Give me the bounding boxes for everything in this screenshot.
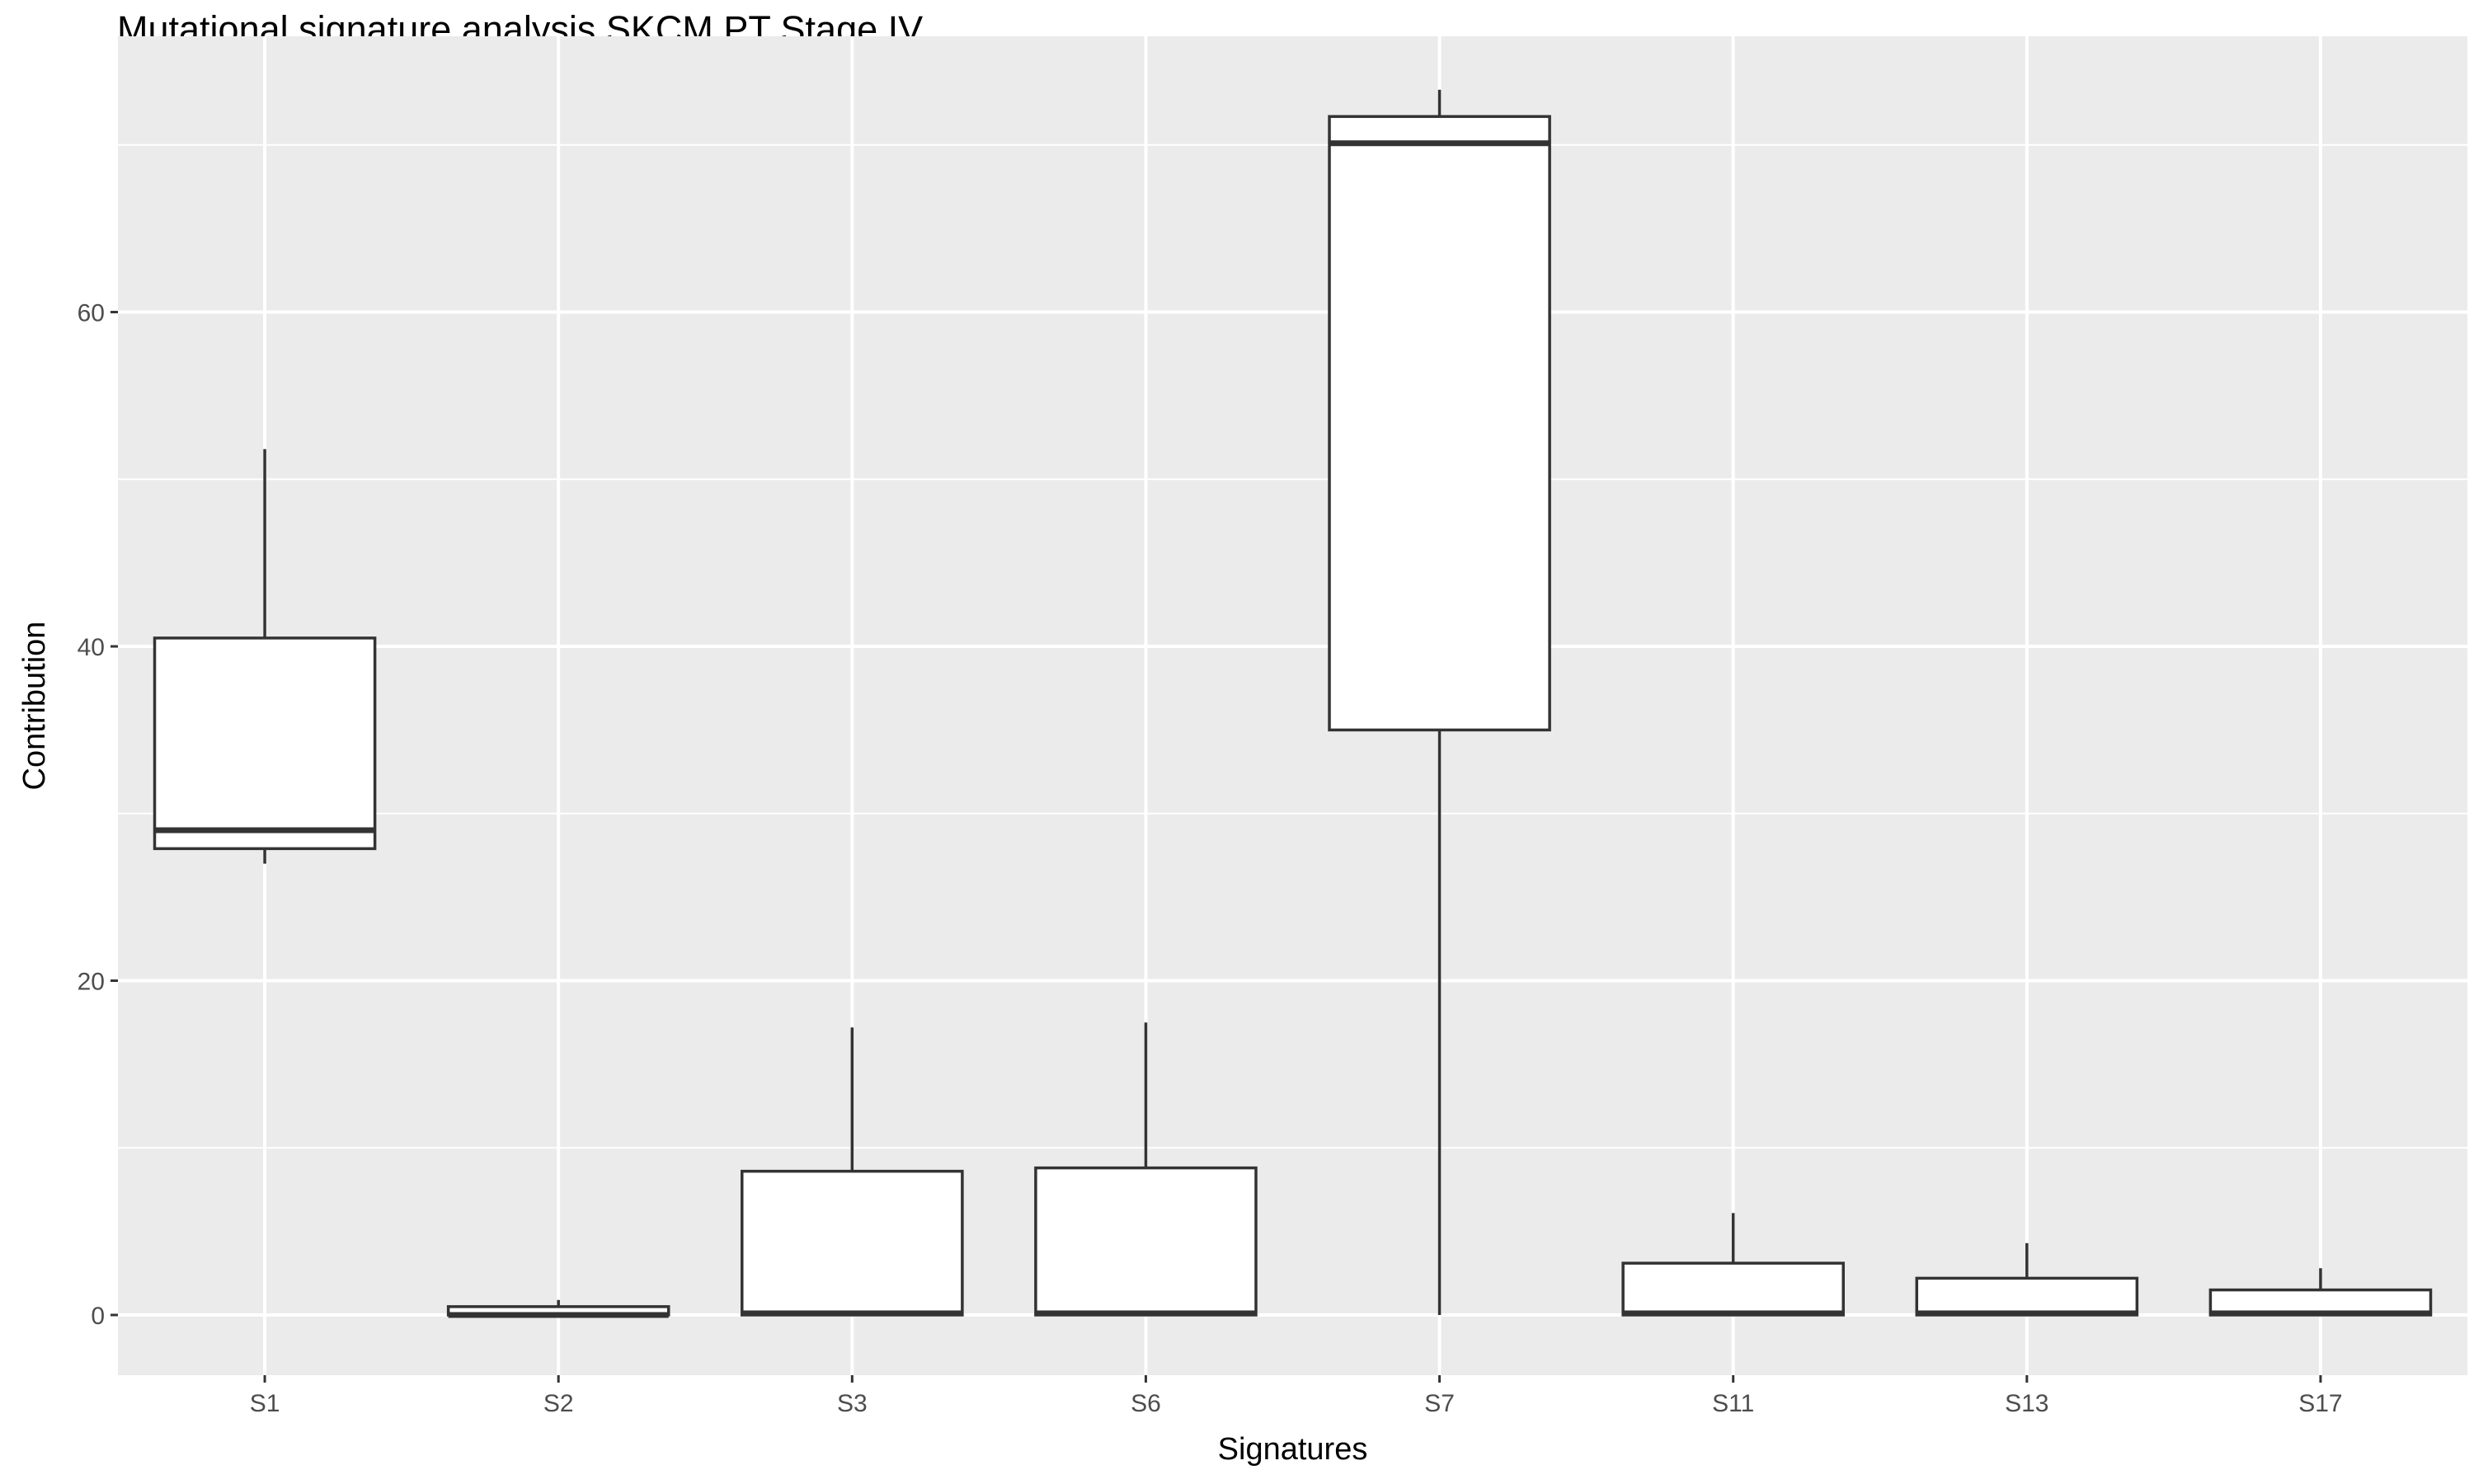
box-s6 bbox=[1034, 1022, 1258, 1317]
x-tick-label: S1 bbox=[250, 1390, 280, 1417]
grid-minor bbox=[118, 143, 2467, 1149]
y-axis-title: Contribution bbox=[17, 622, 52, 791]
x-tick-label: S6 bbox=[1131, 1390, 1161, 1417]
x-tick-label: S13 bbox=[2005, 1390, 2048, 1417]
x-axis-title: Signatures bbox=[1218, 1432, 1368, 1467]
y-tick-label: 20 bbox=[78, 969, 105, 996]
box-s11 bbox=[1621, 1213, 1845, 1317]
plot-panel bbox=[118, 36, 2467, 1375]
box-iqr bbox=[1034, 1166, 1258, 1317]
box-s2 bbox=[446, 1299, 670, 1318]
box-s1 bbox=[153, 448, 377, 864]
y-axis: 0 20 40 60 bbox=[78, 300, 118, 1330]
box-s17 bbox=[2208, 1268, 2433, 1317]
box-s7 bbox=[1328, 89, 1551, 1316]
y-tick-label: 0 bbox=[91, 1303, 105, 1330]
box-iqr bbox=[1915, 1276, 2139, 1317]
y-tick-label: 60 bbox=[78, 300, 105, 327]
x-tick-label: S17 bbox=[2298, 1390, 2342, 1417]
box-iqr bbox=[1328, 115, 1551, 732]
box-iqr bbox=[1621, 1261, 1845, 1317]
box-iqr bbox=[741, 1169, 964, 1317]
x-tick-label: S2 bbox=[543, 1390, 574, 1417]
box-s3 bbox=[741, 1027, 964, 1317]
x-tick-label: S7 bbox=[1424, 1390, 1455, 1417]
x-tick-label: S11 bbox=[1712, 1390, 1754, 1417]
y-tick-label: 40 bbox=[78, 634, 105, 661]
box-s13 bbox=[1915, 1242, 2139, 1317]
x-tick-label: S3 bbox=[837, 1390, 868, 1417]
box-iqr bbox=[153, 636, 377, 851]
x-axis: S1 S2 S3 S6 S7 S11 S13 S17 bbox=[250, 1375, 2343, 1417]
boxes bbox=[153, 89, 2433, 1318]
